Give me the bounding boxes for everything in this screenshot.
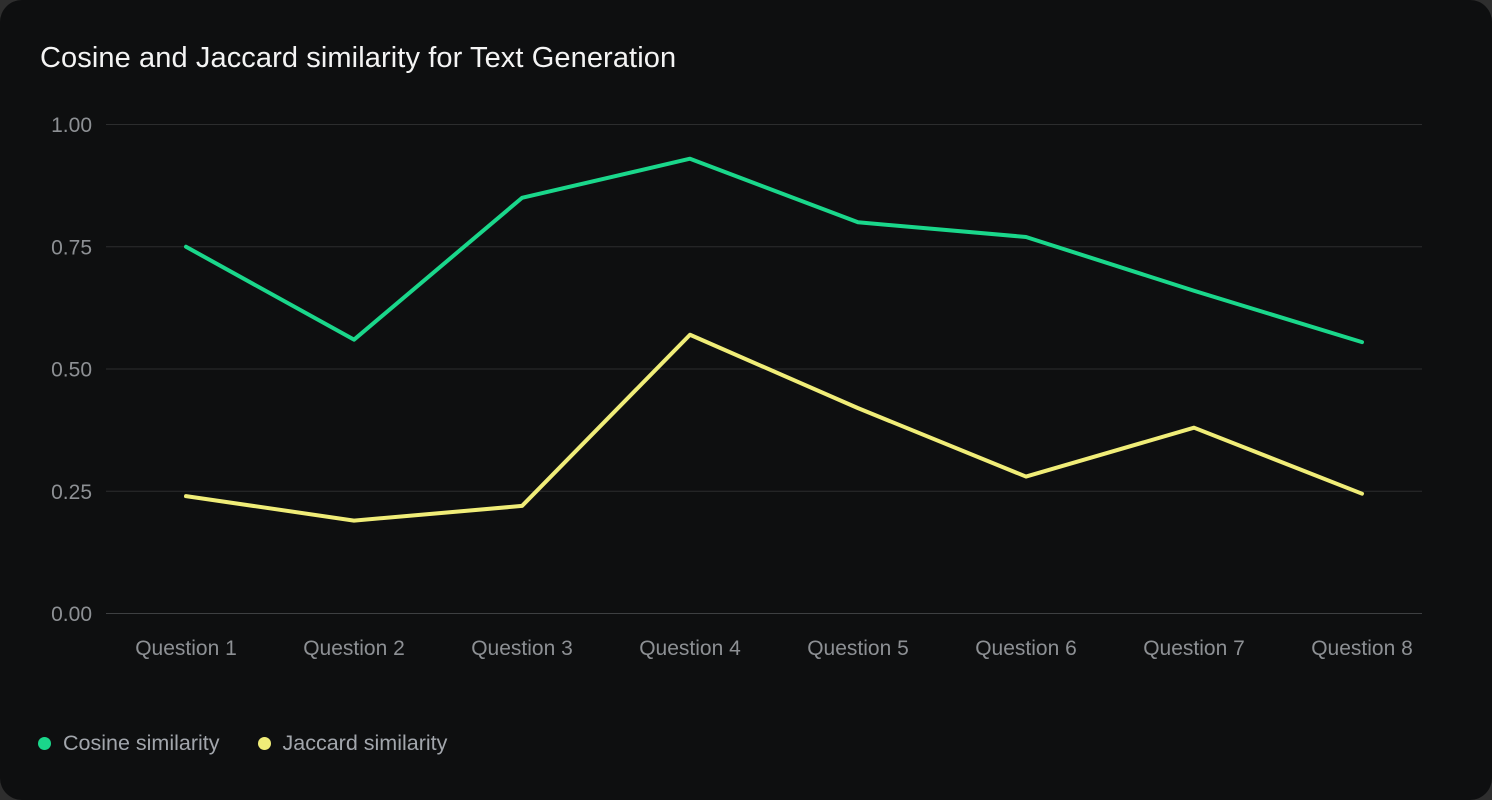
legend-dot-cosine-icon	[38, 737, 51, 750]
x-axis-tick-label: Question 7	[1143, 637, 1245, 660]
x-axis-tick-label: Question 4	[639, 637, 741, 660]
legend-dot-jaccard-icon	[257, 737, 271, 750]
legend-label-jaccard: Jaccard similarity	[282, 731, 448, 755]
legend-item-cosine-similarity[interactable]: Cosine similarity	[38, 731, 220, 756]
x-axis-tick-label: Question 6	[975, 637, 1077, 660]
y-axis-tick-label: 0.25	[51, 481, 92, 504]
x-axis-tick-label: Question 8	[1311, 637, 1413, 660]
y-axis-tick-label: 1.00	[51, 114, 92, 137]
y-axis-tick-label: 0.75	[51, 236, 92, 259]
y-axis-tick-label: 0.00	[51, 603, 92, 626]
x-axis-tick-label: Question 1	[135, 637, 237, 660]
x-axis-tick-label: Question 3	[471, 637, 573, 660]
series-line-cosine-similarity[interactable]	[184, 156, 1364, 345]
chart-title: Cosine and Jaccard similarity for Text G…	[40, 42, 677, 74]
series-line-jaccard-similarity[interactable]	[184, 332, 1364, 523]
chart-legend: Cosine similarity Jaccard similarity	[38, 731, 447, 756]
x-axis-tick-label: Question 5	[807, 637, 909, 660]
x-axis-tick-label: Question 2	[303, 637, 405, 660]
y-axis-tick-label: 0.50	[51, 359, 92, 382]
legend-item-jaccard-similarity[interactable]: Jaccard similarity	[257, 731, 448, 756]
legend-label-cosine: Cosine similarity	[63, 731, 220, 755]
